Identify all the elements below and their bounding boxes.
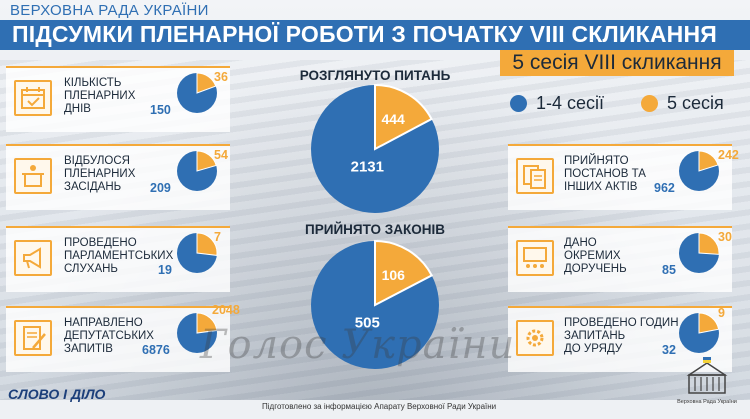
documents-icon xyxy=(516,158,554,194)
pie-slice-5 xyxy=(196,72,217,94)
rada-logo-label: Верховна Рада України xyxy=(677,399,737,405)
value-1-4-requests: 6876 xyxy=(142,343,170,357)
label-plenary-days: КІЛЬКІСТЬ ПЛЕНАРНИХ ДНІВ xyxy=(64,77,136,115)
legend-item-5: 5 сесія xyxy=(641,92,724,114)
legend-item-1-4: 1-4 сесії xyxy=(510,92,604,114)
rada-building-icon xyxy=(686,357,728,394)
pie-label-5: 106 xyxy=(382,267,406,283)
pie-slice-5 xyxy=(698,312,720,334)
presentation-icon xyxy=(516,240,554,276)
legend-label-1-4: 1-4 сесії xyxy=(536,92,605,113)
pie-laws: 106 505 xyxy=(311,240,439,369)
label-plenary-sessions: ВІДБУЛОСЯ ПЛЕНАРНИХ ЗАСІДАНЬ xyxy=(64,155,136,193)
card-resolutions: ПРИЙНЯТО ПОСТАНОВ ТА ІНШИХ АКТІВ xyxy=(508,144,732,210)
value-1-4-instructions: 85 xyxy=(662,263,676,277)
pie-plenary-sessions xyxy=(177,150,217,191)
footer-bar xyxy=(0,400,750,419)
watermark: Голос України xyxy=(200,322,516,368)
pie-label-1-4: 2131 xyxy=(351,158,384,175)
value-1-4-hearings: 19 xyxy=(158,263,172,277)
value-1-4-question-hours: 32 xyxy=(662,343,676,357)
page-title: ПІДСУМКИ ПЛЕНАРНОЇ РОБОТИ З ПОЧАТКУ VIII… xyxy=(12,21,717,47)
pie-slice-5 xyxy=(698,232,720,255)
calendar-icon xyxy=(14,80,52,116)
pie-instructions xyxy=(679,232,720,273)
session-badge: 5 сесія VIII скликання xyxy=(500,50,734,76)
pie-hearings xyxy=(177,232,218,273)
legend-label-5: 5 сесія xyxy=(667,92,724,113)
pie-label-1-4: 505 xyxy=(355,314,380,331)
source-label: ВЕРХОВНА РАДА УКРАЇНИ xyxy=(10,2,209,19)
value-5-plenary-days: 36 xyxy=(214,70,228,84)
pie-resolutions xyxy=(679,150,719,191)
pie-slice-5 xyxy=(196,312,218,334)
value-1-4-plenary-sessions: 209 xyxy=(150,181,171,195)
label-requests: НАПРАВЛЕНО ДЕПУТАТСЬКИХ ЗАПИТІВ xyxy=(64,317,154,355)
label-resolutions: ПРИЙНЯТО ПОСТАНОВ ТА ІНШИХ АКТІВ xyxy=(564,155,646,193)
pie-slice-5 xyxy=(374,240,434,307)
value-1-4-plenary-days: 150 xyxy=(150,103,171,117)
legend-swatch-blue xyxy=(510,94,527,112)
pie-requests xyxy=(177,312,218,353)
value-5-instructions: 30 xyxy=(718,230,732,244)
pie-question-hours xyxy=(679,312,720,353)
value-5-requests: 2048 xyxy=(212,303,240,317)
label-instructions: ДАНО ОКРЕМИХ ДОРУЧЕНЬ xyxy=(564,237,627,275)
pie-label-5: 444 xyxy=(381,111,405,127)
chart-title-laws: ПРИЙНЯТО ЗАКОНІВ xyxy=(305,222,445,237)
pie-slice-5 xyxy=(196,150,217,172)
document-pen-icon xyxy=(14,320,52,356)
podium-icon xyxy=(14,158,52,194)
value-1-4-resolutions: 962 xyxy=(654,181,675,195)
legend-swatch-orange xyxy=(641,94,658,112)
pie-slice-5 xyxy=(374,84,433,151)
slovo-i-dilo-logo: СЛОВО І ДІЛО xyxy=(8,386,106,402)
value-5-resolutions: 242 xyxy=(718,148,739,162)
gear-icon xyxy=(516,320,554,356)
label-hearings: ПРОВЕДЕНО ПАРЛАМЕНТСЬКИХ СЛУХАНЬ xyxy=(64,237,174,275)
value-5-hearings: 7 xyxy=(214,230,221,244)
pie-slice-5 xyxy=(196,232,218,256)
rada-logo: Верховна Рада України xyxy=(677,355,737,411)
source-note: Підготовлено за інформацією Апарату Верх… xyxy=(262,402,497,411)
megaphone-icon xyxy=(14,240,52,276)
value-5-plenary-sessions: 54 xyxy=(214,148,228,162)
title-bar xyxy=(0,20,750,50)
pie-questions: 444 2131 xyxy=(311,84,439,213)
value-5-question-hours: 9 xyxy=(718,306,725,320)
pie-slice-5 xyxy=(698,150,719,172)
label-question-hours: ПРОВЕДЕНО ГОДИН ЗАПИТАНЬ ДО УРЯДУ xyxy=(564,317,679,355)
chart-title-questions: РОЗГЛЯНУТО ПИТАНЬ xyxy=(299,68,451,83)
pie-plenary-days xyxy=(177,72,217,113)
